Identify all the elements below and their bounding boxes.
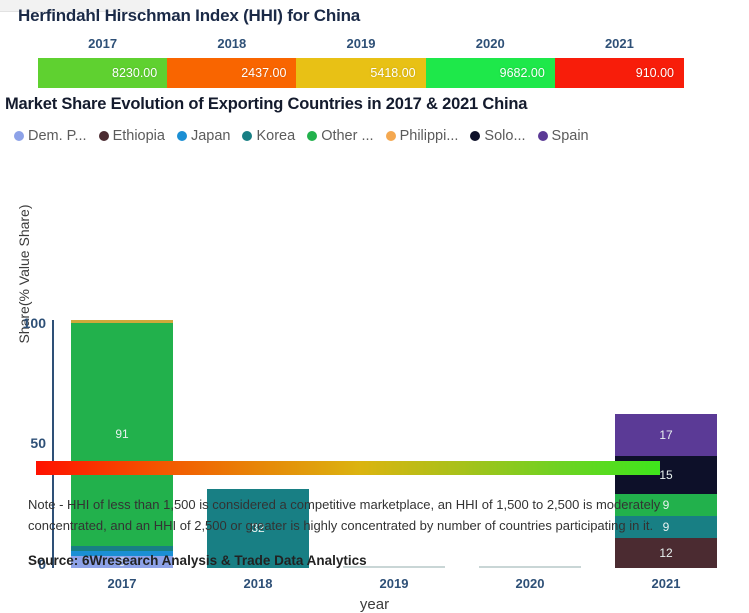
hhi-segment: 910.00 bbox=[554, 58, 684, 88]
hhi-year-labels: 2017 2018 2019 2020 2021 bbox=[38, 36, 684, 51]
bar-segment[interactable]: 91 bbox=[71, 322, 173, 546]
hhi-segment: 5418.00 bbox=[296, 58, 426, 88]
y-tick-100: 100 bbox=[22, 315, 46, 331]
legend-item[interactable]: Dem. P... bbox=[14, 128, 87, 144]
hhi-year-label: 2018 bbox=[217, 36, 247, 51]
hhi-segment: 8230.00 bbox=[38, 58, 168, 88]
color-gradient-strip bbox=[36, 461, 660, 475]
market-share-title: Market Share Evolution of Exporting Coun… bbox=[5, 95, 528, 113]
legend-item[interactable]: Japan bbox=[176, 128, 231, 144]
x-axis-title: year bbox=[359, 596, 390, 613]
footer-note: Note - HHI of less than 1,500 is conside… bbox=[28, 497, 661, 533]
hhi-segment: 9682.00 bbox=[425, 58, 555, 88]
legend-swatch-icon bbox=[307, 131, 318, 141]
chart-plot-area: Share(% Value Share) 100 50 0 5 91 32 12 9 9 1… bbox=[0, 158, 749, 613]
legend-swatch-icon bbox=[176, 131, 187, 141]
bar-segment[interactable]: 9 bbox=[615, 515, 717, 539]
legend-label: Philippi... bbox=[399, 128, 459, 144]
bar-stack[interactable] bbox=[343, 566, 445, 568]
legend-swatch-icon bbox=[385, 131, 396, 141]
legend-label: Solo... bbox=[484, 128, 526, 144]
bar-segment[interactable]: 32 bbox=[207, 488, 309, 568]
bar-segment[interactable] bbox=[71, 545, 173, 551]
hhi-value-bar: 8230.00 2437.00 5418.00 9682.00 910.00 bbox=[38, 58, 684, 88]
bar-segment[interactable] bbox=[71, 550, 173, 556]
y-axis-title: Share(% Value Share) bbox=[16, 204, 32, 344]
legend-item[interactable]: Ethiopia bbox=[98, 128, 165, 144]
legend-swatch-icon bbox=[98, 131, 109, 141]
hhi-segment: 2437.00 bbox=[167, 58, 297, 88]
legend-label: Japan bbox=[190, 128, 231, 144]
y-tick-0: 0 bbox=[38, 556, 46, 572]
chart-legend: Dem. P... Ethiopia Japan Korea Other ... Phil… bbox=[14, 128, 601, 144]
legend-label: Spain bbox=[551, 128, 589, 144]
legend-item[interactable]: Korea bbox=[242, 128, 295, 144]
bar-stack[interactable]: 32 bbox=[207, 488, 309, 568]
x-axis-labels: 2017 2018 2019 2020 2021 bbox=[54, 576, 734, 591]
hhi-year-label: 2020 bbox=[475, 36, 505, 51]
bar-zero-line bbox=[343, 566, 445, 568]
bar-segment[interactable]: 5 bbox=[71, 555, 173, 568]
bar-segment[interactable] bbox=[71, 320, 173, 323]
legend-swatch-icon bbox=[242, 131, 253, 141]
hhi-year-label: 2019 bbox=[346, 36, 376, 51]
x-axis-tick-label: 2021 bbox=[651, 576, 681, 591]
legend-swatch-icon bbox=[14, 131, 24, 141]
bar-stack[interactable]: 5 91 bbox=[71, 320, 173, 568]
hhi-year-label: 2017 bbox=[88, 36, 118, 51]
legend-label: Ethiopia bbox=[112, 128, 165, 144]
legend-item[interactable]: Solo... bbox=[470, 128, 526, 144]
legend-label: Other ... bbox=[321, 128, 374, 144]
y-tick-50: 50 bbox=[30, 435, 46, 451]
bar-zero-line bbox=[479, 566, 581, 568]
legend-label: Korea bbox=[256, 128, 296, 144]
legend-swatch-icon bbox=[470, 131, 481, 141]
bar-segment[interactable]: 9 bbox=[615, 493, 717, 516]
bar-column bbox=[462, 320, 598, 568]
top-artifact-strip bbox=[0, 0, 150, 12]
bar-column: 32 bbox=[190, 320, 326, 568]
x-axis-tick-label: 2019 bbox=[379, 576, 409, 591]
bar-segment[interactable]: 17 bbox=[615, 414, 717, 457]
legend-item[interactable]: Spain bbox=[537, 128, 589, 144]
hhi-year-label: 2021 bbox=[604, 36, 634, 51]
y-axis-line bbox=[52, 320, 54, 568]
legend-item[interactable]: Philippi... bbox=[385, 128, 459, 144]
bar-stack[interactable]: 12 9 9 15 17 bbox=[615, 414, 717, 568]
legend-label: Dem. P... bbox=[28, 128, 87, 144]
legend-item[interactable]: Other ... bbox=[307, 128, 374, 144]
hhi-title: Herfindahl Hirschman Index (HHI) for Chi… bbox=[18, 6, 361, 25]
bar-column bbox=[326, 320, 462, 568]
x-axis-tick-label: 2020 bbox=[515, 576, 545, 591]
bar-column: 5 91 bbox=[54, 320, 190, 568]
bar-segment[interactable]: 12 bbox=[615, 538, 717, 568]
legend-swatch-icon bbox=[537, 131, 548, 141]
x-axis-tick-label: 2017 bbox=[107, 576, 137, 591]
x-axis-tick-label: 2018 bbox=[243, 576, 273, 591]
footer-source: Source: 6Wresearch Analysis & Trade Data… bbox=[28, 553, 367, 568]
bar-stack[interactable] bbox=[479, 566, 581, 568]
